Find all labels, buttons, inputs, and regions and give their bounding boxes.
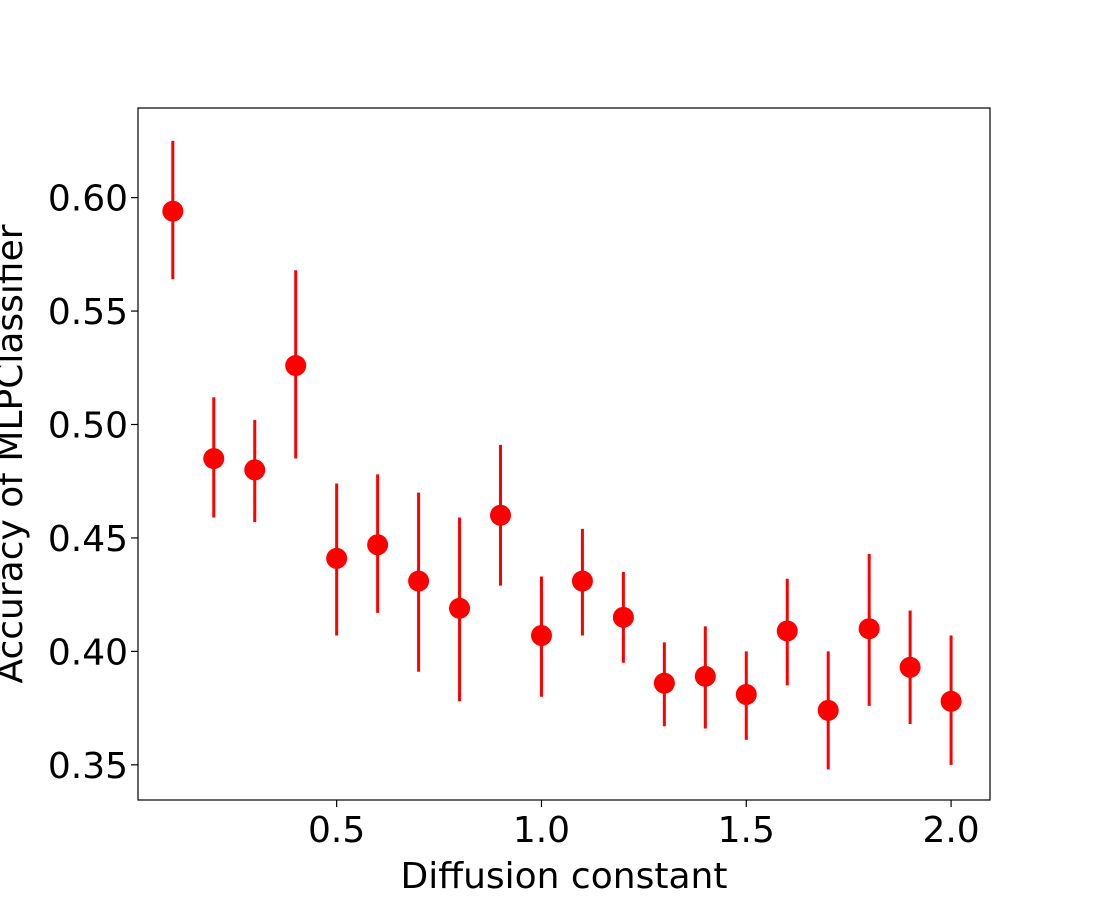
y-tick-label: 0.35 xyxy=(48,746,128,787)
plot-frame xyxy=(137,107,991,801)
data-point xyxy=(776,620,798,642)
y-tick-label: 0.60 xyxy=(48,179,128,220)
data-point xyxy=(571,570,593,592)
data-point xyxy=(735,683,757,705)
data-point xyxy=(490,504,512,526)
y-tick-label: 0.55 xyxy=(48,292,128,333)
x-axis-label: Diffusion constant xyxy=(401,856,728,897)
data-point xyxy=(653,672,675,694)
x-axis: 0.5 1.0 1.5 2.0 xyxy=(308,800,980,851)
y-axis: 0.35 0.40 0.45 0.50 0.55 0.60 xyxy=(48,179,138,787)
data-point xyxy=(162,200,184,222)
data-point xyxy=(858,618,880,640)
data-point xyxy=(817,699,839,721)
data-point xyxy=(285,355,307,377)
data-point xyxy=(530,625,552,647)
x-tick-label: 2.0 xyxy=(922,810,979,851)
data-point xyxy=(408,570,430,592)
data-point xyxy=(694,665,716,687)
data-point xyxy=(449,597,471,619)
data-point xyxy=(244,459,266,481)
plot-area xyxy=(138,108,990,800)
data-point xyxy=(326,547,348,569)
data-marks xyxy=(162,140,962,770)
x-tick-label: 0.5 xyxy=(308,810,365,851)
data-point xyxy=(899,656,921,678)
data-point xyxy=(203,448,225,470)
x-tick-label: 1.5 xyxy=(718,810,775,851)
data-point xyxy=(940,690,962,712)
y-tick-label: 0.40 xyxy=(48,632,128,673)
data-point xyxy=(612,606,634,628)
data-point xyxy=(367,534,389,556)
y-axis-label: Accuracy of MLPClassifier xyxy=(0,224,31,683)
x-tick-label: 1.0 xyxy=(513,810,570,851)
y-tick-label: 0.45 xyxy=(48,519,128,560)
y-tick-label: 0.50 xyxy=(48,406,128,447)
